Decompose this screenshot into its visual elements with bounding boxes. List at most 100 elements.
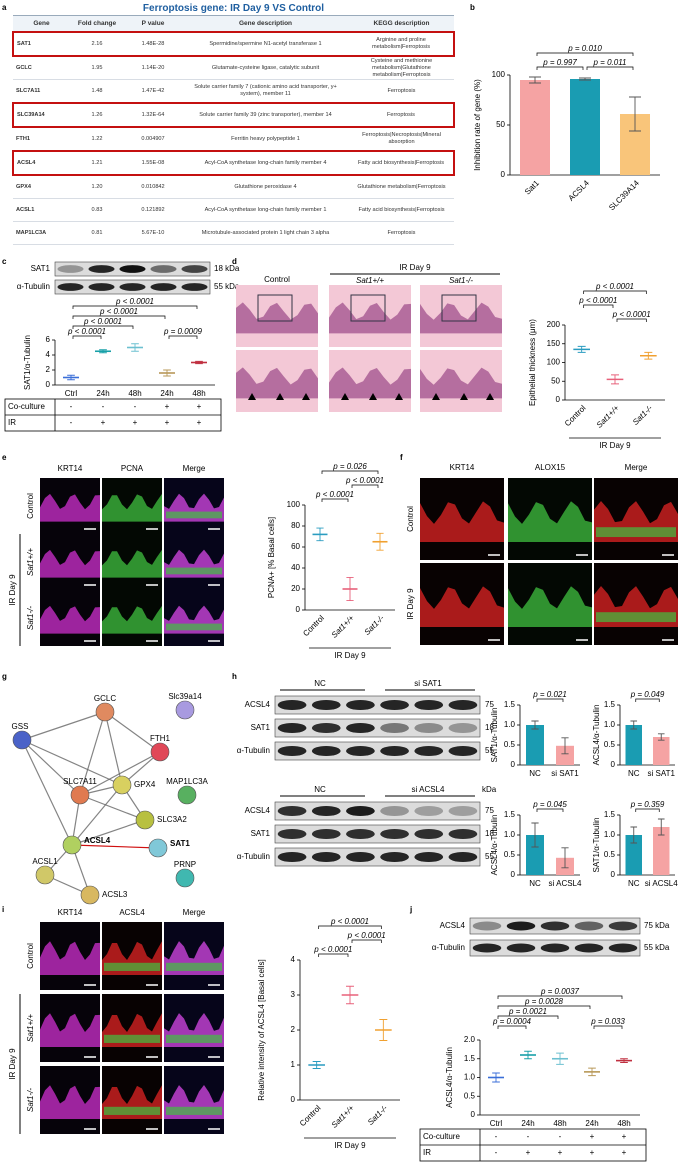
table-cell: SLC39A14 bbox=[12, 102, 70, 128]
significance-bracket bbox=[318, 925, 382, 929]
panel-letter: g bbox=[2, 672, 7, 681]
blot-size: 55 kDa bbox=[214, 282, 240, 291]
x-tick-label: Ctrl bbox=[490, 1119, 503, 1128]
blot-band bbox=[380, 745, 409, 757]
y-tick-label: 100 bbox=[287, 500, 301, 509]
blot-band bbox=[311, 699, 341, 711]
zoom-box bbox=[350, 294, 386, 322]
blot-band bbox=[277, 805, 307, 817]
y-tick-label: 0 bbox=[556, 395, 561, 404]
node-label: ACSL4 bbox=[84, 836, 111, 845]
table-cell: Ferroptosis bbox=[349, 102, 455, 128]
error-bar bbox=[131, 343, 139, 352]
column-label: KRT14 bbox=[58, 464, 83, 473]
blot-group: NC bbox=[314, 785, 326, 794]
table-cell: 0.81 bbox=[70, 221, 124, 245]
condition-sign: - bbox=[134, 402, 137, 411]
tissue bbox=[102, 549, 162, 578]
panel-letter: d bbox=[232, 257, 237, 266]
table-cell: 1.48 bbox=[70, 79, 124, 104]
group-label: IR Day 9 bbox=[399, 263, 431, 272]
blot-band bbox=[119, 283, 146, 291]
x-tick-label: Sat1-/- bbox=[363, 613, 387, 637]
p-value: p < 0.0001 bbox=[347, 931, 386, 940]
network-node bbox=[175, 868, 195, 888]
error-bar bbox=[163, 369, 171, 377]
network-edge bbox=[21, 739, 123, 786]
blot-band bbox=[608, 943, 638, 953]
node-label: ACSL1 bbox=[32, 857, 58, 866]
error-bar bbox=[312, 1061, 321, 1069]
x-tick-label: NC bbox=[529, 879, 541, 888]
tissue bbox=[420, 302, 502, 334]
marker bbox=[460, 393, 468, 400]
tissue-signal bbox=[104, 1034, 160, 1043]
y-tick-label: 6 bbox=[46, 335, 51, 344]
blot-size: 18 bbox=[485, 829, 494, 838]
blot-band bbox=[346, 745, 375, 757]
x-tick-label: Sat1-/- bbox=[366, 1103, 390, 1127]
error-bar bbox=[644, 351, 653, 360]
condition-label: IR bbox=[8, 418, 16, 427]
error-bar bbox=[99, 349, 107, 354]
significance-bracket bbox=[536, 66, 584, 70]
blot-band bbox=[608, 921, 638, 931]
table-cell: Arginine and proline metabolism|Ferropto… bbox=[349, 31, 455, 57]
column-label: Sat1+/+ bbox=[356, 276, 384, 285]
y-tick-label: 0 bbox=[291, 1095, 296, 1104]
y-tick-label: 0 bbox=[511, 870, 516, 879]
y-axis-label: ACSL4/α-Tubulin bbox=[490, 815, 499, 876]
table-cell: Ferroptosis bbox=[349, 79, 454, 104]
table-cell: MAP1LC3A bbox=[13, 221, 70, 245]
error-bar bbox=[561, 847, 569, 869]
blot-size: 75 bbox=[485, 806, 494, 815]
node-label: Slc39a14 bbox=[168, 692, 202, 701]
table-cell: 0.010842 bbox=[124, 175, 182, 199]
network-edge bbox=[71, 819, 146, 846]
table-cell: GPX4 bbox=[13, 175, 70, 199]
column-label: ACSL4 bbox=[119, 908, 145, 917]
p-value: p = 0.049 bbox=[630, 690, 665, 699]
blot-size: 18 bbox=[485, 723, 494, 732]
column-label: ALOX15 bbox=[535, 463, 566, 472]
blot-size: 55 bbox=[485, 746, 494, 755]
x-tick-label: Sat1+/+ bbox=[595, 403, 621, 429]
node-label: GCLC bbox=[94, 694, 116, 703]
p-value: p < 0.0001 bbox=[612, 310, 651, 319]
error-bar bbox=[67, 374, 75, 381]
p-value: p = 0.0028 bbox=[524, 997, 564, 1006]
row-label: Sat1+/+ bbox=[26, 548, 35, 576]
network-edge bbox=[104, 711, 123, 786]
tissue-signal bbox=[104, 1106, 160, 1115]
blot-band bbox=[346, 699, 375, 711]
p-value: p = 0.033 bbox=[590, 1017, 625, 1026]
significance-bracket bbox=[72, 325, 134, 329]
blot-unit: kDa bbox=[482, 785, 497, 794]
table-cell: 1.32E-64 bbox=[124, 102, 182, 128]
column-label: Merge bbox=[183, 464, 206, 473]
blot-band bbox=[448, 699, 478, 711]
condition-sign: - bbox=[495, 1148, 498, 1157]
error-bar bbox=[579, 77, 591, 81]
tissue bbox=[40, 549, 100, 578]
blot-band bbox=[150, 283, 177, 291]
row-label: Control bbox=[406, 506, 415, 532]
blot-band bbox=[448, 722, 478, 734]
tissue-signal bbox=[596, 612, 676, 623]
network-node bbox=[35, 865, 55, 885]
significance-bracket bbox=[583, 290, 647, 294]
blot-band bbox=[448, 828, 478, 840]
condition-sign: + bbox=[590, 1132, 595, 1141]
table-cell: Ferroptosis|Necroptosis|Mineral absorpti… bbox=[349, 127, 454, 152]
tissue bbox=[508, 501, 592, 542]
blot-label: SAT1 bbox=[251, 829, 271, 838]
table-header: P value bbox=[124, 15, 182, 33]
network-edge bbox=[21, 739, 73, 846]
condition-sign: + bbox=[558, 1148, 563, 1157]
y-tick-label: 20 bbox=[291, 584, 300, 593]
node-label: GSS bbox=[12, 722, 29, 731]
tissue bbox=[329, 302, 411, 334]
network-edge bbox=[21, 711, 106, 741]
error-bar bbox=[346, 577, 354, 601]
